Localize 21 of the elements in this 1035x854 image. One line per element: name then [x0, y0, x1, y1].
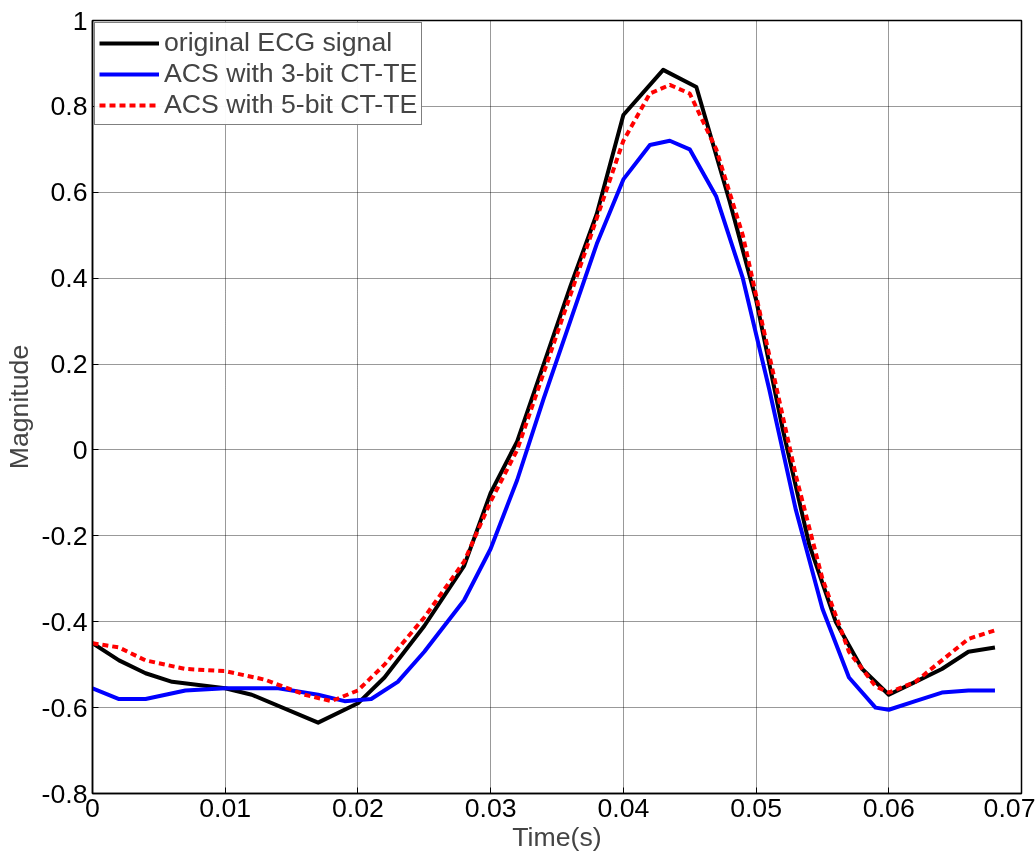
x-axis-title: Time(s)	[512, 821, 602, 852]
y-axis-title: Magnitude	[3, 344, 34, 470]
x-tick-label: 0.05	[730, 792, 783, 823]
x-tick-label: 0.07	[983, 792, 1035, 823]
y-tick-label: 1	[72, 5, 88, 36]
x-tick-label: 0.02	[331, 792, 384, 823]
y-tick-label: -0.4	[41, 606, 88, 637]
x-tick-label: 0.01	[199, 792, 252, 823]
legend-label: ACS with 3-bit CT-TE	[164, 58, 418, 89]
legend-label: ACS with 5-bit CT-TE	[164, 89, 418, 120]
y-tick-label: 0.2	[50, 349, 88, 380]
y-tick-label: 0.6	[50, 177, 88, 208]
y-tick-label: 0.8	[50, 91, 88, 122]
x-tick-label: 0.06	[862, 792, 915, 823]
y-tick-label: 0.4	[50, 263, 88, 294]
y-tick-label: -0.6	[41, 692, 88, 723]
legend-label: original ECG signal	[164, 27, 393, 58]
x-tick-label: 0.04	[597, 792, 650, 823]
x-tick-label: 0.03	[464, 792, 517, 823]
y-tick-label: -0.2	[41, 520, 88, 551]
y-tick-label: 0	[72, 434, 88, 465]
